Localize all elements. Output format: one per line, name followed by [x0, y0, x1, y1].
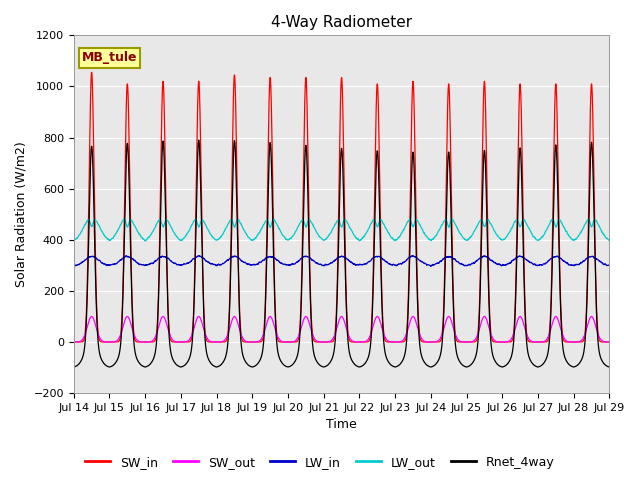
LW_out [141, 238, 148, 244]
Title: 4-Way Radiometer: 4-Way Radiometer [271, 15, 412, 30]
LW_out [461, 237, 469, 243]
Rnet_4way [391, 364, 399, 370]
Legend: SW_in, SW_out, LW_in, LW_out, Rnet_4way: SW_in, SW_out, LW_in, LW_out, Rnet_4way [80, 451, 560, 474]
Rnet_4way [492, 360, 500, 365]
Rnet_4way [195, 137, 203, 143]
Line: SW_in: SW_in [74, 72, 609, 342]
LW_out [492, 231, 500, 237]
Y-axis label: Solar Radiation (W/m2): Solar Radiation (W/m2) [15, 141, 28, 287]
SW_out [322, 339, 330, 345]
LW_in [492, 261, 500, 266]
Rnet_4way [166, 344, 174, 349]
LW_out [605, 237, 612, 243]
SW_in [166, 335, 174, 341]
Line: LW_out: LW_out [74, 219, 609, 241]
SW_in [605, 339, 612, 345]
LW_in [605, 262, 613, 268]
Rnet_4way [322, 363, 330, 369]
SW_in [106, 339, 113, 345]
LW_in [427, 263, 435, 269]
SW_in [461, 339, 469, 345]
SW_out [461, 339, 469, 345]
LW_out [377, 216, 385, 222]
SW_out [166, 333, 174, 338]
LW_in [432, 261, 440, 267]
SW_in [70, 339, 77, 345]
LW_out [605, 238, 613, 243]
LW_in [605, 262, 612, 268]
LW_out [322, 236, 330, 242]
SW_in [492, 339, 500, 345]
SW_in [432, 339, 440, 345]
SW_out [70, 339, 77, 345]
Rnet_4way [605, 364, 613, 370]
Rnet_4way [605, 364, 612, 370]
SW_in [88, 70, 95, 75]
SW_out [492, 338, 500, 344]
LW_out [70, 238, 77, 243]
Text: MB_tule: MB_tule [82, 51, 138, 64]
SW_out [432, 339, 440, 345]
SW_in [605, 339, 613, 345]
LW_in [70, 262, 77, 267]
LW_in [122, 253, 130, 259]
Line: SW_out: SW_out [74, 316, 609, 342]
LW_in [322, 262, 330, 267]
Rnet_4way [432, 361, 440, 367]
LW_in [166, 258, 174, 264]
LW_in [461, 263, 469, 268]
SW_in [322, 339, 330, 345]
X-axis label: Time: Time [326, 419, 357, 432]
Line: Rnet_4way: Rnet_4way [74, 140, 609, 367]
LW_out [432, 233, 440, 239]
Rnet_4way [70, 364, 77, 370]
LW_out [166, 222, 174, 228]
SW_out [605, 339, 613, 345]
SW_out [88, 313, 95, 319]
Rnet_4way [461, 364, 469, 370]
SW_out [605, 339, 612, 345]
Line: LW_in: LW_in [74, 256, 609, 266]
